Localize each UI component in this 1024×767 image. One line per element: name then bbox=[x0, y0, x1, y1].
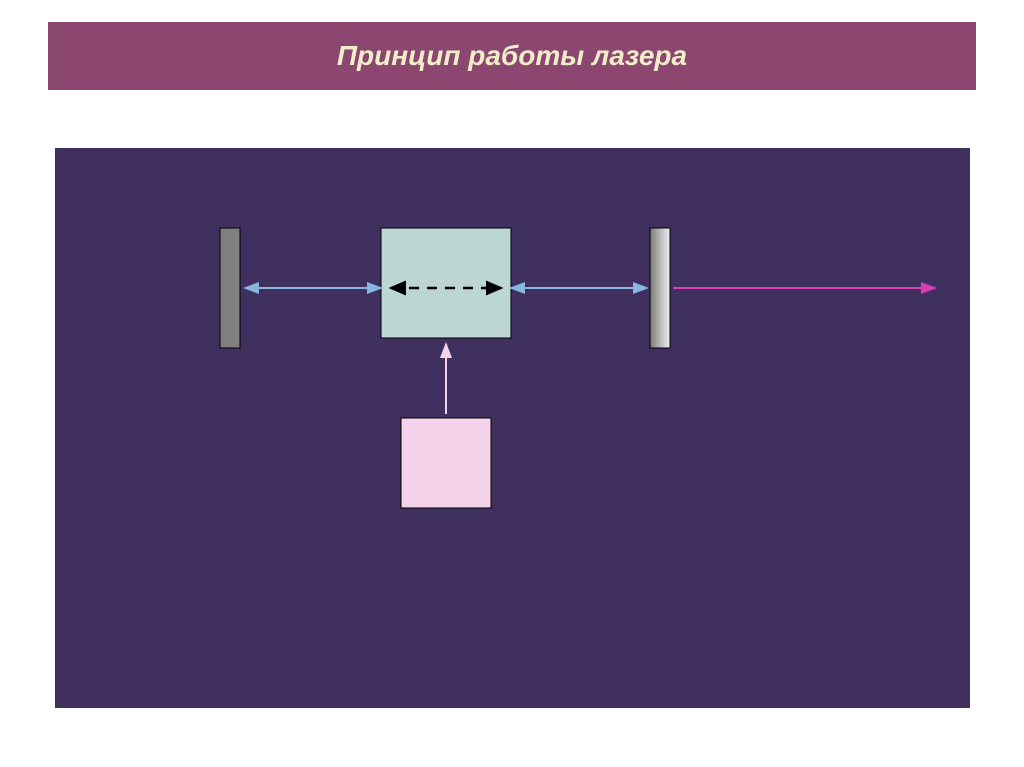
mirror-left bbox=[220, 228, 240, 348]
diagram-svg bbox=[55, 148, 970, 708]
title-bar: Принцип работы лазера bbox=[48, 22, 976, 90]
gain-medium bbox=[381, 228, 511, 338]
mirror-right bbox=[650, 228, 670, 348]
diagram-panel bbox=[55, 148, 970, 708]
pump-source bbox=[401, 418, 491, 508]
title-text: Принцип работы лазера bbox=[337, 40, 687, 72]
